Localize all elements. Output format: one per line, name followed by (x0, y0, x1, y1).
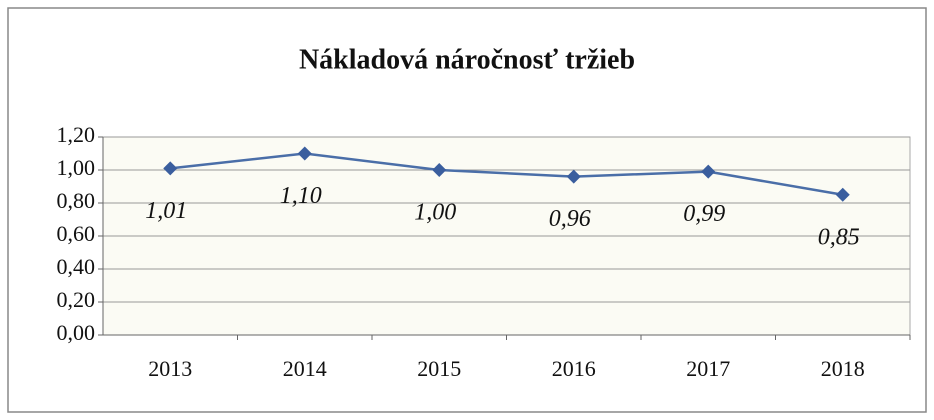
marker (835, 187, 850, 202)
data-label: 1,01 (145, 198, 187, 224)
y-tick-label: 1,20 (57, 122, 96, 147)
line (170, 152, 843, 196)
y-tick-label: 0,80 (57, 188, 96, 213)
y-tick-label: 0,60 (57, 221, 96, 246)
data-label: 1,10 (280, 183, 322, 209)
y-tick-label: 0,40 (57, 254, 96, 279)
marker (566, 169, 581, 184)
y-tick-label: 0,00 (57, 320, 96, 345)
data-label: 0,85 (818, 224, 860, 250)
marker (163, 161, 178, 176)
x-tick-label: 2014 (283, 356, 327, 381)
data-label: 0,99 (683, 201, 725, 227)
y-tick-label: 0,20 (57, 287, 96, 312)
marker (432, 163, 447, 177)
marker (297, 146, 312, 161)
x-tick-label: 2018 (821, 356, 865, 381)
y-tick-label: 1,00 (57, 155, 96, 180)
x-tick-label: 2015 (417, 356, 461, 381)
chart-title: Nákladová náročnosť tržieb (299, 44, 635, 75)
x-tick-label: 2017 (686, 356, 730, 381)
marker (701, 164, 716, 179)
x-tick-label: 2016 (552, 356, 596, 381)
data-label: 1,00 (414, 200, 456, 226)
x-tick-label: 2013 (148, 356, 192, 381)
data-label: 0,96 (549, 206, 591, 232)
